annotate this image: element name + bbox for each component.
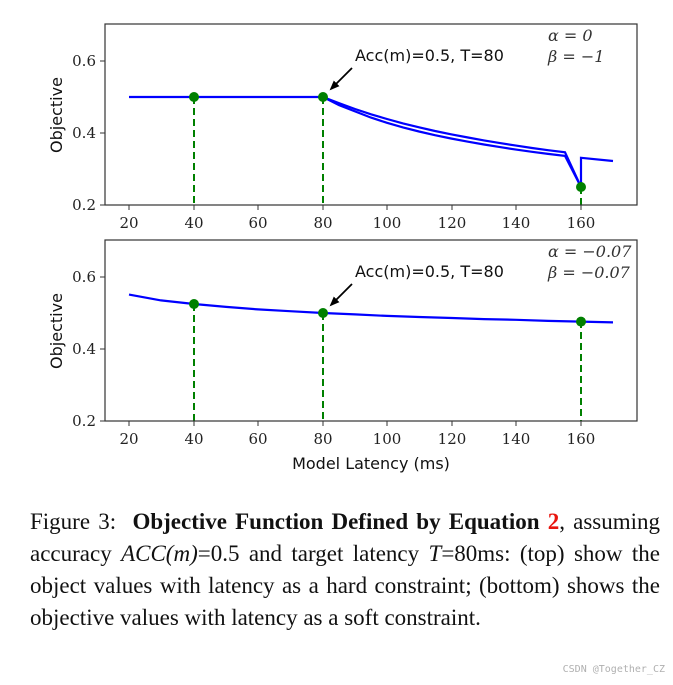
caption-math-acc: ACC(m)	[121, 541, 198, 566]
xtick-80: 80	[313, 430, 332, 448]
xtick-100: 100	[373, 214, 402, 232]
bottom-x-ticks	[128, 421, 582, 426]
top-curve-tail	[322, 95, 582, 188]
bottom-y-ticks	[100, 276, 105, 422]
top-y-ticks	[100, 60, 105, 206]
bottom-beta-param: β = −0.07	[547, 263, 631, 282]
xtick-40: 40	[184, 430, 203, 448]
watermark: CSDN @Together_CZ	[562, 664, 665, 675]
xtick-140: 140	[502, 430, 531, 448]
top-panel: 0.6 0.4 0.2 20 40 60 80 100 120 140 160 …	[47, 23, 638, 232]
bottom-ylabel: Objective	[47, 293, 66, 369]
top-objective-curve	[129, 95, 614, 188]
xtick-160: 160	[567, 430, 596, 448]
top-ylabel: Objective	[47, 77, 66, 153]
marker-40	[189, 299, 199, 309]
bottom-xlabel: Model Latency (ms)	[292, 454, 450, 473]
xtick-120: 120	[438, 214, 467, 232]
bottom-objective-curve	[128, 293, 614, 324]
xtick-60: 60	[248, 430, 267, 448]
caption-prefix: Figure 3:	[30, 509, 117, 534]
top-axes-frame	[104, 23, 638, 206]
bottom-annotation-arrow	[329, 283, 353, 307]
caption-text-3: =80ms: (top) show the object values with…	[30, 541, 660, 630]
top-annotation-text: Acc(m)=0.5, T=80	[355, 46, 504, 65]
figure-canvas: 0.6 0.4 0.2 20 40 60 80 100 120 140 160 …	[47, 23, 638, 473]
bottom-panel: 0.6 0.4 0.2 20 40 60 80 100 120 140 160 …	[47, 239, 638, 473]
bottom-alpha-param: α = −0.07	[548, 242, 632, 261]
top-ytick-0.2: 0.2	[72, 196, 96, 214]
marker-80	[318, 92, 328, 102]
marker-160	[576, 316, 586, 327]
bottom-markers	[189, 299, 586, 327]
top-markers	[189, 92, 586, 192]
top-ytick-0.6: 0.6	[72, 52, 96, 70]
top-x-ticks	[128, 205, 582, 210]
xtick-60: 60	[248, 214, 267, 232]
caption-text-2: =0.5 and target latency	[197, 541, 429, 566]
top-beta-param: β = −1	[547, 47, 604, 66]
bottom-ytick-0.4: 0.4	[72, 340, 96, 358]
xtick-100: 100	[373, 430, 402, 448]
xtick-20: 20	[119, 214, 138, 232]
xtick-160: 160	[567, 214, 596, 232]
bottom-axes-frame	[104, 239, 638, 422]
caption-text-1: , assuming accuracy	[30, 509, 661, 566]
bottom-ytick-0.2: 0.2	[72, 412, 96, 430]
xtick-20: 20	[119, 430, 138, 448]
xtick-40: 40	[184, 214, 203, 232]
marker-40	[189, 92, 199, 102]
top-alpha-param: α = 0	[548, 26, 593, 45]
bottom-ytick-0.6: 0.6	[72, 268, 96, 286]
marker-80	[318, 308, 328, 318]
top-x-tick-labels: 20 40 60 80 100 120 140 160	[119, 214, 595, 232]
marker-160	[576, 182, 586, 192]
bottom-x-tick-labels: 20 40 60 80 100 120 140 160	[119, 430, 595, 448]
top-ytick-0.4: 0.4	[72, 124, 96, 142]
top-annotation-arrow	[329, 67, 353, 91]
figure-caption: Figure 3: Objective Function Defined by …	[30, 506, 660, 634]
caption-math-t: T	[428, 541, 442, 566]
xtick-140: 140	[502, 214, 531, 232]
bottom-annotation-text: Acc(m)=0.5, T=80	[355, 262, 504, 281]
xtick-80: 80	[313, 214, 332, 232]
equation-ref-link[interactable]: 2	[547, 509, 560, 534]
caption-title: Objective Function Defined by Equation	[132, 509, 540, 534]
xtick-120: 120	[438, 430, 467, 448]
bottom-drop-lines	[193, 304, 582, 421]
